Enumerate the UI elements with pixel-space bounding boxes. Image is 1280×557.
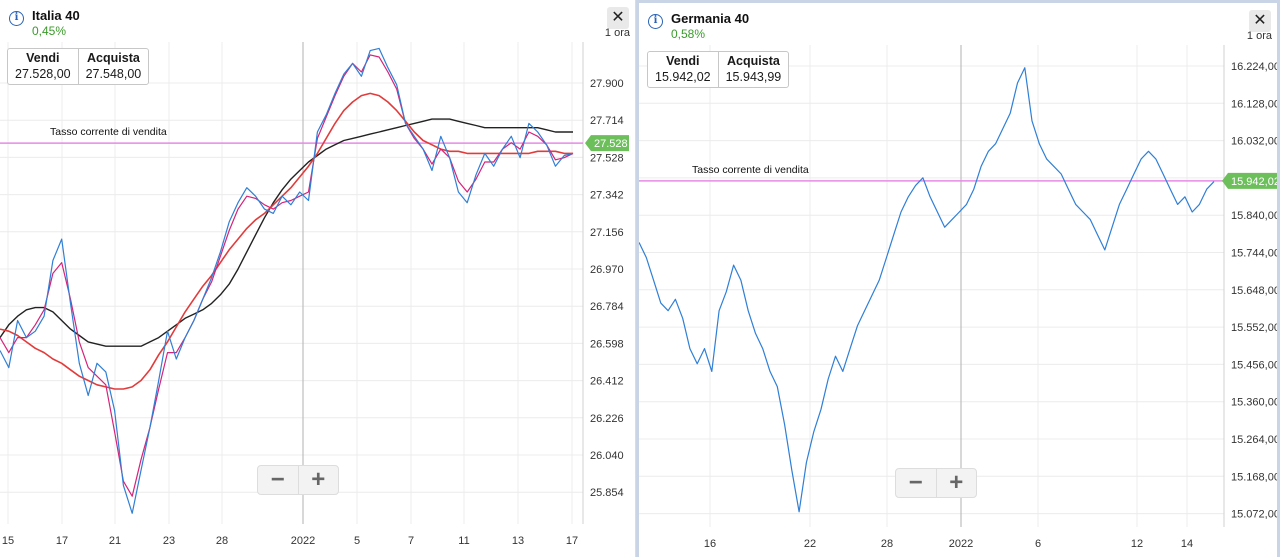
- current-rate-tag: [585, 135, 629, 152]
- y-tick-label: 27.528: [590, 152, 624, 164]
- x-tick-label: 2022: [949, 538, 973, 550]
- x-tick-label: 14: [1181, 538, 1193, 550]
- y-tick-label: 15.744,00: [1231, 248, 1277, 260]
- current-rate-tag: [1222, 172, 1277, 189]
- x-tick-label: 6: [1035, 538, 1041, 550]
- x-tick-label: 2022: [291, 535, 315, 547]
- x-tick-label: 23: [163, 535, 175, 547]
- current-rate-label: Tasso corrente di vendita: [692, 164, 809, 176]
- buy-quote[interactable]: Acquista 15.943,99: [717, 52, 789, 87]
- buy-label: Acquista: [727, 54, 780, 68]
- buy-quote[interactable]: Acquista 27.548,00: [77, 49, 149, 84]
- current-rate-tag-value: 15.942,02: [1231, 176, 1277, 188]
- x-tick-label: 16: [704, 538, 716, 550]
- sell-value: 15.942,02: [655, 70, 711, 84]
- close-button[interactable]: ✕: [1249, 10, 1271, 32]
- x-tick-label: 17: [56, 535, 68, 547]
- timeframe-label[interactable]: 1 ora: [1246, 30, 1272, 42]
- x-tick-label: 7: [408, 535, 414, 547]
- instrument-name: Italia 40: [32, 8, 80, 23]
- info-icon[interactable]: i: [9, 11, 24, 26]
- sell-label: Vendi: [26, 51, 60, 65]
- y-tick-label: 16.128,00: [1231, 98, 1277, 110]
- y-tick-label: 26.784: [590, 301, 624, 313]
- y-tick-label: 27.342: [590, 190, 624, 202]
- y-tick-label: 26.412: [590, 376, 624, 388]
- y-tick-label: 26.040: [590, 450, 624, 462]
- x-tick-label: 28: [881, 538, 893, 550]
- instrument-change: 0,45%: [32, 24, 67, 38]
- zoom-out-button[interactable]: −: [270, 466, 285, 493]
- y-tick-label: 26.226: [590, 413, 624, 425]
- germania-40-header: i Germania 40 0,58% ✕ 1 ora: [639, 3, 1277, 45]
- sell-value: 27.528,00: [15, 67, 71, 81]
- x-tick-label: 21: [109, 535, 121, 547]
- buy-value: 27.548,00: [85, 67, 142, 81]
- buy-value: 15.943,99: [725, 70, 782, 84]
- sell-label: Vendi: [666, 54, 700, 68]
- x-tick-label: 22: [804, 538, 816, 550]
- x-tick-label: 5: [354, 535, 360, 547]
- info-icon[interactable]: i: [648, 14, 663, 29]
- italia-40-chart-panel: 27.900 27.714 27.528 27.342 27.156 26.970 26.7…: [0, 0, 636, 557]
- series-line-price: [639, 67, 1215, 513]
- zoom-controls: − +: [257, 465, 339, 495]
- y-tick-label: 25.854: [590, 487, 624, 499]
- series-line-mid-ma: [0, 92, 573, 390]
- instrument-change: 0,58%: [671, 27, 706, 41]
- current-rate-label: Tasso corrente di vendita: [50, 126, 167, 138]
- instrument-name: Germania 40: [671, 11, 750, 26]
- y-tick-label: 16.032,00: [1231, 136, 1277, 148]
- current-rate-tag-value: 27.528: [594, 138, 628, 150]
- x-tick-label: 17: [566, 535, 578, 547]
- y-tick-label: 15.456,00: [1231, 359, 1277, 371]
- series-line-price: [0, 47, 574, 514]
- x-tick-label: 12: [1131, 538, 1143, 550]
- y-tick-label: 27.714: [590, 115, 624, 127]
- y-tick-label: 27.900: [590, 78, 624, 90]
- y-tick-label: 26.598: [590, 338, 624, 350]
- zoom-in-button[interactable]: +: [297, 466, 339, 494]
- x-tick-label: 15: [2, 535, 14, 547]
- series-line-fast-ma: [0, 54, 574, 497]
- y-tick-label: 16.224,00: [1231, 61, 1277, 73]
- y-tick-label: 15.264,00: [1231, 434, 1277, 446]
- x-tick-label: 28: [216, 535, 228, 547]
- y-tick-label: 15.840,00: [1231, 210, 1277, 222]
- sell-quote[interactable]: Vendi 15.942,02: [648, 52, 718, 87]
- y-tick-label: 15.648,00: [1231, 285, 1277, 297]
- y-tick-label: 15.360,00: [1231, 397, 1277, 409]
- sell-quote[interactable]: Vendi 27.528,00: [8, 49, 78, 84]
- y-tick-label: 15.168,00: [1231, 471, 1277, 483]
- series-line-slow-ma: [0, 118, 573, 347]
- timeframe-label[interactable]: 1 ora: [604, 27, 630, 39]
- germania-40-price-chart[interactable]: 16.224,0016.128,0016.032,0015.936,0015.8…: [639, 3, 1277, 557]
- quote-box: Vendi 27.528,00 Acquista 27.548,00: [7, 48, 150, 85]
- y-tick-label: 15.072,00: [1231, 509, 1277, 521]
- close-button[interactable]: ✕: [607, 7, 629, 29]
- x-tick-label: 11: [458, 535, 469, 547]
- zoom-controls: − +: [895, 468, 977, 498]
- germania-40-chart-panel: 16.224,0016.128,0016.032,0015.936,0015.8…: [636, 0, 1280, 557]
- buy-label: Acquista: [87, 51, 140, 65]
- italia-40-price-chart[interactable]: 27.900 27.714 27.528 27.342 27.156 26.970 26.7…: [0, 0, 636, 557]
- italia-40-header: i Italia 40 0,45% ✕ 1 ora: [0, 0, 635, 42]
- y-tick-label: 26.970: [590, 264, 624, 276]
- zoom-out-button[interactable]: −: [908, 469, 923, 496]
- x-tick-label: 13: [512, 535, 524, 547]
- y-tick-label: 15.552,00: [1231, 322, 1277, 334]
- zoom-in-button[interactable]: +: [935, 469, 977, 497]
- quote-box: Vendi 15.942,02 Acquista 15.943,99: [647, 51, 790, 88]
- y-tick-label: 27.156: [590, 227, 624, 239]
